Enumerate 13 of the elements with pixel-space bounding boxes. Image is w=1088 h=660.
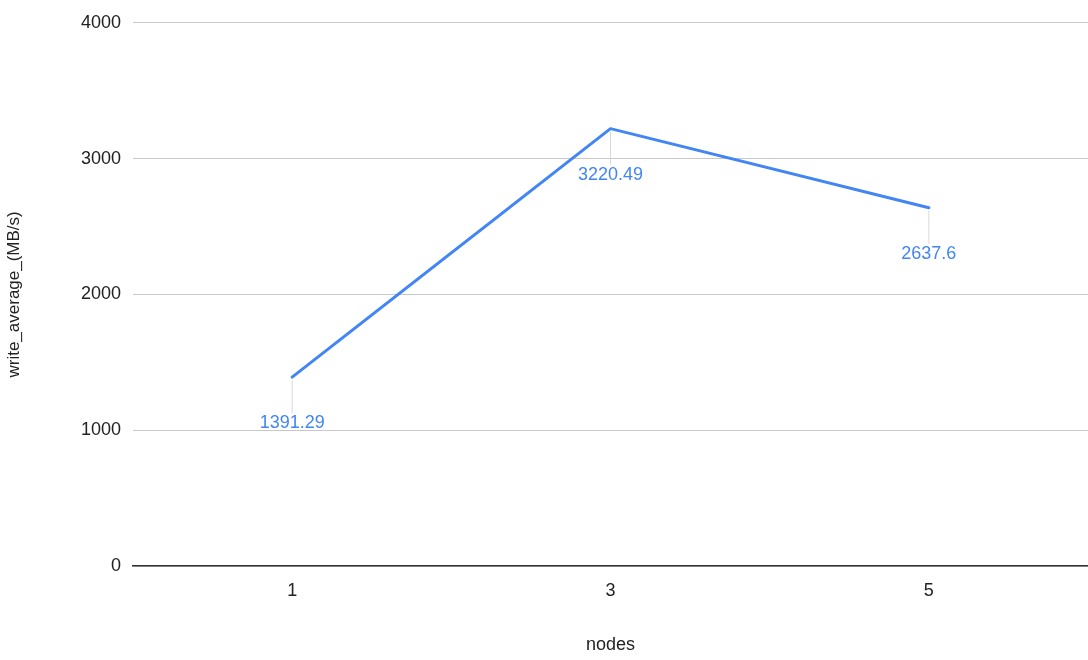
data-label: 3220.49 <box>577 163 644 184</box>
x-axis-title: nodes <box>585 634 636 655</box>
y-tick-label: 0 <box>110 554 121 575</box>
y-tick-label: 4000 <box>80 11 121 32</box>
x-tick-label: 5 <box>923 579 934 600</box>
y-tick-label: 3000 <box>80 147 121 168</box>
y-axis-title: write_average_(MB/s) <box>3 211 23 379</box>
x-tick-label: 1 <box>287 579 298 600</box>
data-label: 1391.29 <box>259 412 325 433</box>
y-tick-label: 1000 <box>80 419 121 440</box>
y-tick-label: 2000 <box>80 283 121 304</box>
x-tick-label: 3 <box>605 579 616 600</box>
data-label: 2637.6 <box>901 242 957 263</box>
